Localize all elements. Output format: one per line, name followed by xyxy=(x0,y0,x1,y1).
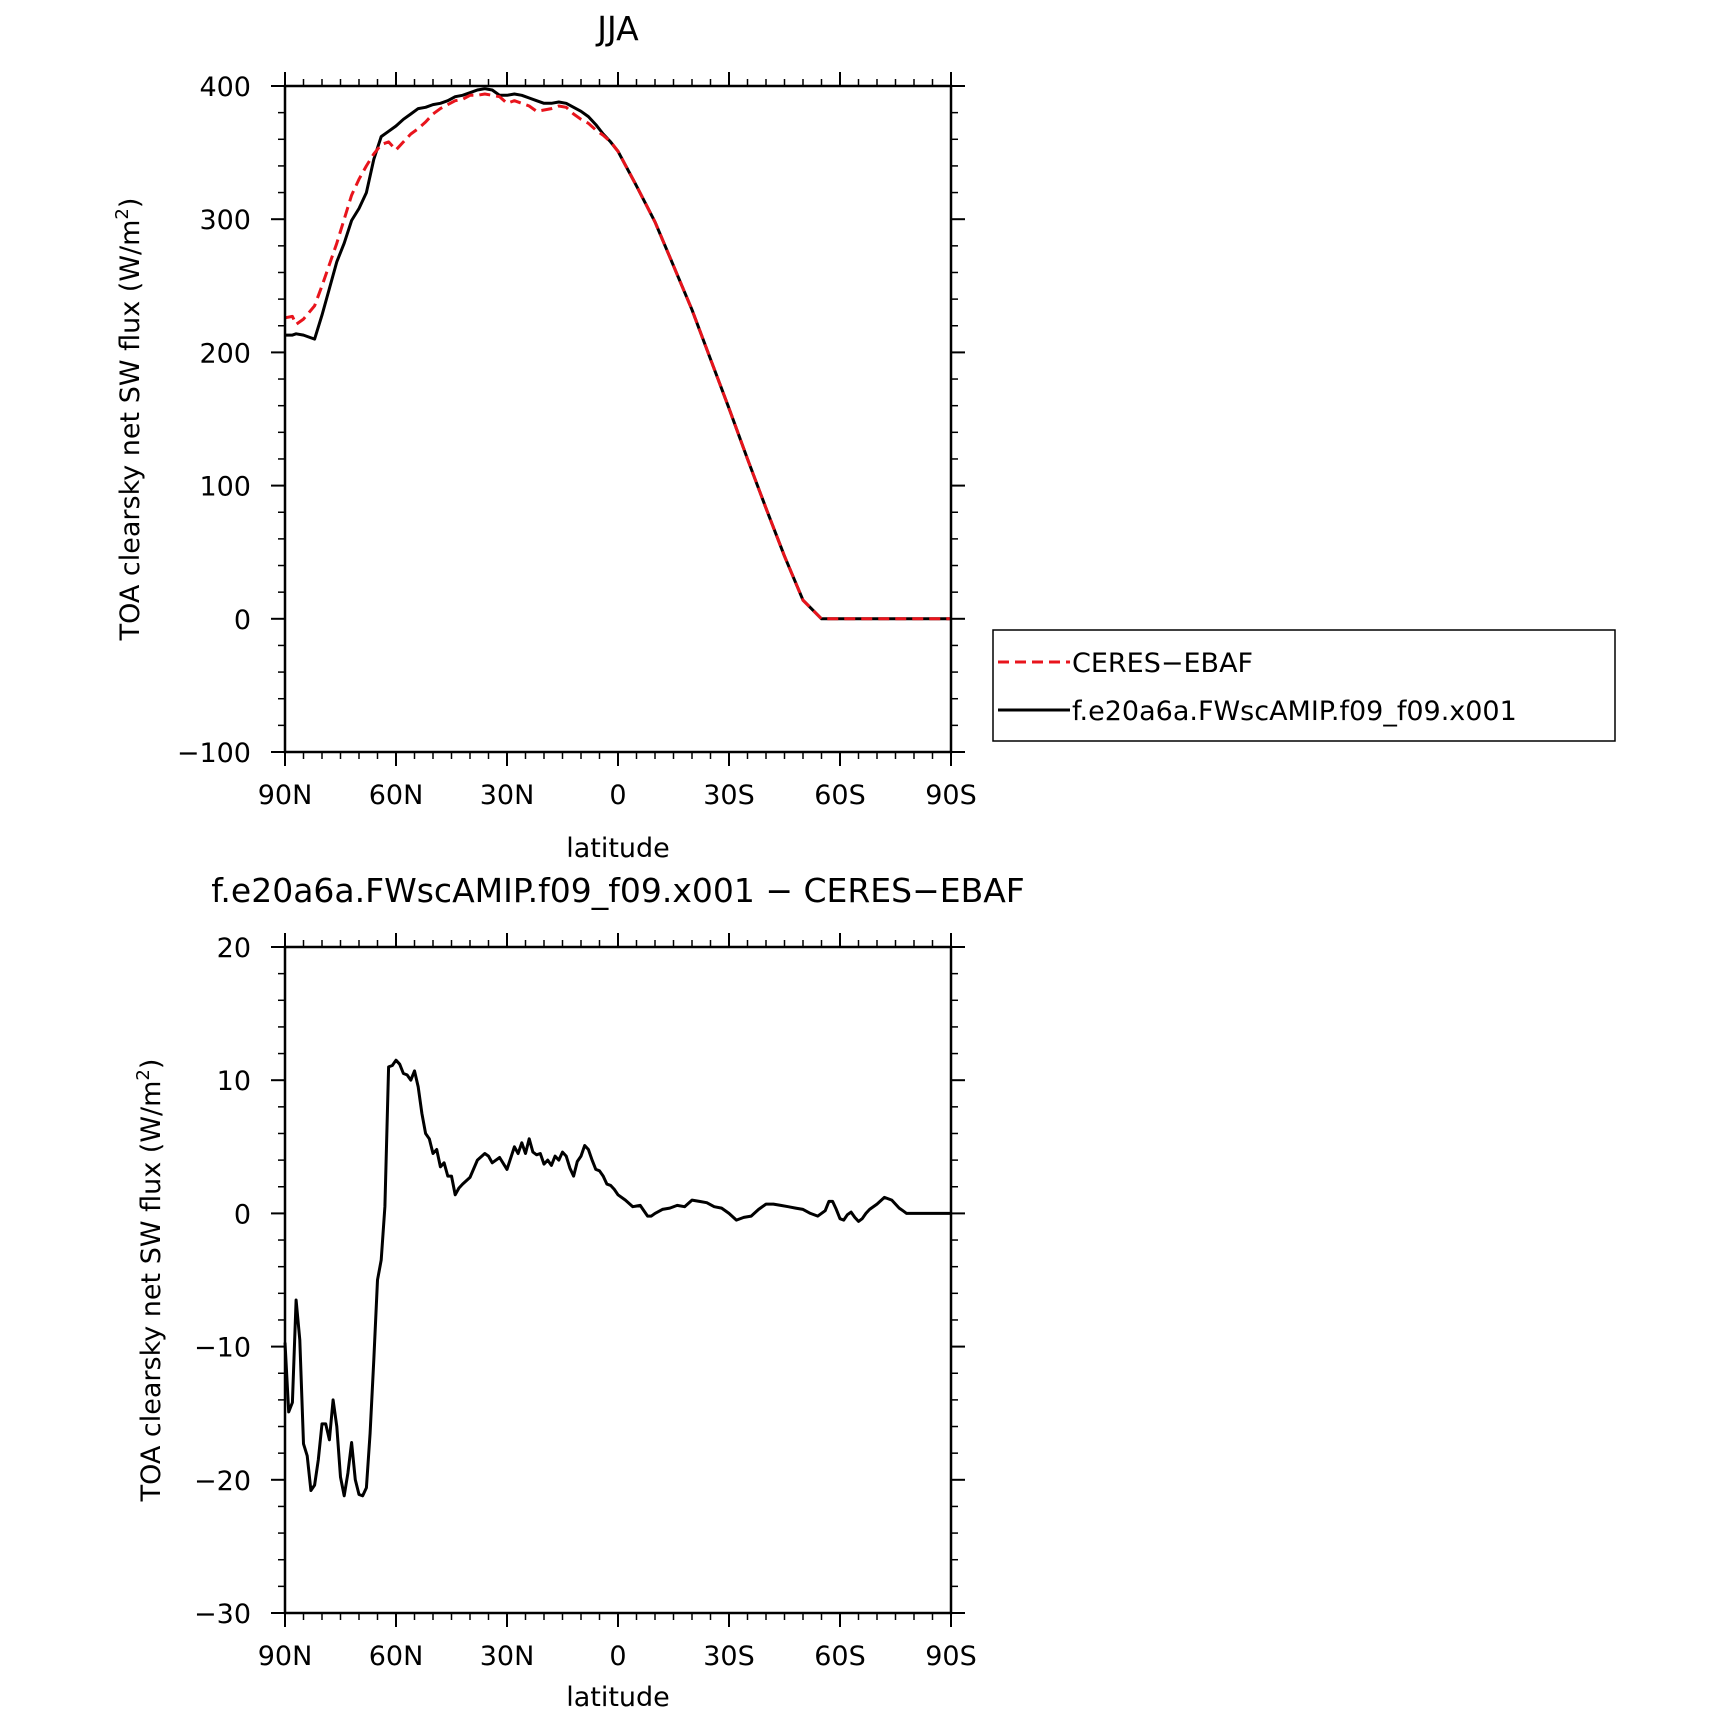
bottom-y-axis-label: TOA clearsky net SW flux (W/m2) xyxy=(133,1059,167,1503)
bottom-x-tick-label: 60S xyxy=(814,1641,866,1672)
bottom-x-tick-label: 90N xyxy=(258,1641,313,1672)
legend-label-ceres-ebaf: CERES−EBAF xyxy=(1072,648,1253,679)
top-y-tick-label: 400 xyxy=(199,72,251,103)
bottom-x-axis-label: latitude xyxy=(566,1682,670,1712)
bottom-y-tick-label: −20 xyxy=(194,1466,251,1497)
bottom-plot-title: f.e20a6a.FWscAMIP.f09_f09.x001 − CERES−E… xyxy=(211,871,1025,910)
top-x-axis-label: latitude xyxy=(566,833,670,864)
bottom-plot-frame xyxy=(283,945,953,1615)
bottom-x-tick-label: 0 xyxy=(609,1641,626,1672)
bottom-y-axis-label-superscript: 2 xyxy=(133,1069,154,1080)
top-series-line-ceres-ebaf xyxy=(284,92,951,621)
top-y-axis-label-main: TOA clearsky net SW flux (W/m xyxy=(115,220,146,642)
top-y-tick-label: 300 xyxy=(199,205,251,236)
bottom-series-line-model xyxy=(283,1058,951,1498)
bottom-axis-ticks: 90N 60N 30N 0 30S 60S 90S −30 −20 −10 0 10 20 xyxy=(194,933,977,1672)
top-series-group xyxy=(284,87,951,621)
top-panel: JJA 90N 60N 30N 0 30S 60S 90S −100 0 100 200 300 400… xyxy=(112,9,1616,864)
bottom-x-tick-label: 30S xyxy=(703,1641,755,1672)
top-x-tick-label: 60N xyxy=(369,780,424,811)
top-x-tick-label: 60S xyxy=(814,780,866,811)
bottom-y-tick-label: 0 xyxy=(234,1199,251,1230)
top-y-tick-label: 200 xyxy=(199,338,251,369)
top-x-tick-label: 30N xyxy=(480,780,535,811)
top-y-tick-label: −100 xyxy=(177,738,251,769)
bottom-x-tick-label: 30N xyxy=(480,1641,535,1672)
bottom-series-group xyxy=(283,1058,951,1498)
legend-frame xyxy=(992,629,1616,742)
bottom-x-tick-label: 90S xyxy=(925,1641,977,1672)
top-x-tick-label: 30S xyxy=(703,780,755,811)
bottom-y-tick-label: −30 xyxy=(194,1599,251,1630)
top-x-tick-label: 90S xyxy=(925,780,977,811)
top-plot-frame xyxy=(283,84,953,754)
legend-label-model: f.e20a6a.FWscAMIP.f09_f09.x001 xyxy=(1072,696,1517,727)
top-axis-ticks: 90N 60N 30N 0 30S 60S 90S −100 0 100 200 300 400 xyxy=(177,72,977,811)
top-x-tick-label: 90N xyxy=(258,780,313,811)
top-y-axis-label-close: ) xyxy=(115,198,146,209)
bottom-y-axis-label-main: TOA clearsky net SW flux (W/m xyxy=(136,1081,167,1503)
top-y-tick-label: 0 xyxy=(234,605,251,636)
top-y-axis-label-superscript: 2 xyxy=(112,208,133,219)
bottom-y-axis-label-close: ) xyxy=(136,1059,167,1070)
bottom-y-tick-label: 20 xyxy=(217,933,251,964)
legend: CERES−EBAF f.e20a6a.FWscAMIP.f09_f09.x00… xyxy=(992,629,1616,742)
bottom-y-tick-label: 10 xyxy=(217,1066,251,1097)
top-series-line-model xyxy=(285,87,951,621)
top-y-tick-label: 100 xyxy=(199,472,251,503)
top-y-axis-label: TOA clearsky net SW flux (W/m2) xyxy=(112,198,146,642)
top-plot-title: JJA xyxy=(595,9,639,48)
bottom-x-tick-label: 60N xyxy=(369,1641,424,1672)
bottom-y-tick-label: −10 xyxy=(194,1333,251,1364)
bottom-panel: f.e20a6a.FWscAMIP.f09_f09.x001 − CERES−E… xyxy=(133,871,1025,1712)
top-x-tick-label: 0 xyxy=(609,780,626,811)
